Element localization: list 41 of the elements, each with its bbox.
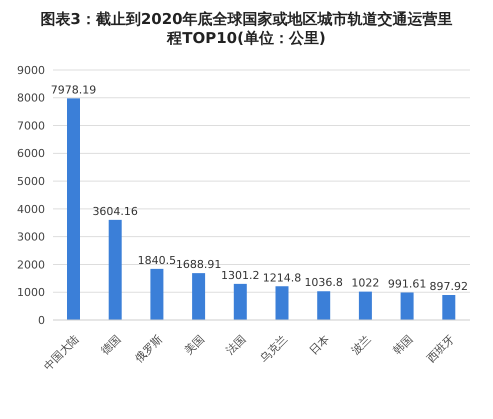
x-tick-label: 法国 <box>224 332 248 358</box>
data-label: 1301.2 <box>221 268 260 282</box>
data-label: 1214.8 <box>262 271 302 284</box>
bar <box>276 286 288 320</box>
y-tick-label: 2000 <box>17 258 45 272</box>
y-tick-label: 8000 <box>17 92 45 105</box>
x-tick-label: 中国大陆 <box>41 332 82 373</box>
data-label: 1840.5 <box>138 254 176 267</box>
data-label: 3604.16 <box>92 204 138 218</box>
bar <box>358 292 372 320</box>
chart-title: 图表3：截止到2020年底全球国家或地区城市轨道交通运营里程TOP10(单位：公里) <box>39 9 454 49</box>
data-label: 1688.91 <box>176 258 222 272</box>
bar <box>400 292 414 320</box>
bar <box>150 268 164 320</box>
x-tick-label: 俄罗斯 <box>132 332 166 366</box>
bar <box>234 284 247 320</box>
y-tick-label: 4000 <box>17 202 45 216</box>
x-tick-label: 韩国 <box>390 332 416 358</box>
bar <box>317 291 330 320</box>
x-tick-label: 乌克兰 <box>258 332 290 366</box>
x-tick-label: 美国 <box>182 332 207 358</box>
y-tick-label: 9000 <box>17 64 45 77</box>
bar <box>192 273 206 320</box>
x-tick-label: 西班牙 <box>424 332 457 366</box>
data-label: 897.92 <box>430 280 468 294</box>
bar <box>108 220 122 320</box>
x-tick-label: 波兰 <box>348 332 374 358</box>
x-tick-label: 德国 <box>98 332 124 358</box>
data-label: 991.61 <box>388 277 426 290</box>
bar <box>67 98 80 320</box>
y-tick-label: 0 <box>38 314 45 327</box>
x-tick-label: 日本 <box>307 332 332 358</box>
y-tick-label: 3000 <box>17 230 45 244</box>
y-tick-label: 1000 <box>17 286 45 300</box>
y-tick-label: 7000 <box>17 119 45 132</box>
data-label: 1022 <box>351 276 380 290</box>
data-label: 1036.8 <box>304 276 343 290</box>
data-label: 7978.19 <box>50 83 96 96</box>
y-tick-label: 6000 <box>17 147 45 160</box>
bar <box>442 295 456 320</box>
y-tick-label: 5000 <box>17 175 45 188</box>
